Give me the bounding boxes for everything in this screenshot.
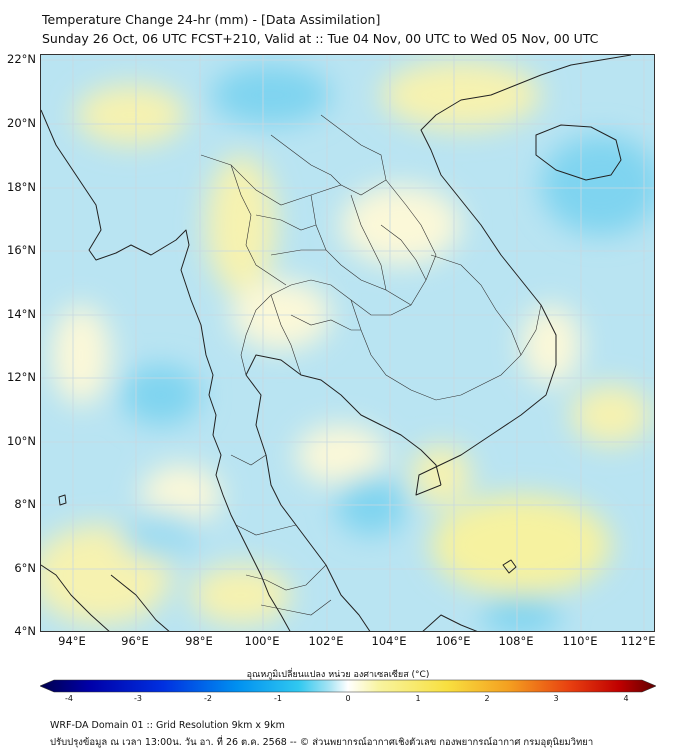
colorbar-tick: -3	[134, 694, 142, 703]
temperature-change-map	[41, 55, 654, 631]
lat-label-8n: 8°N	[14, 497, 36, 511]
colorbar-tick: 4	[623, 694, 629, 703]
map-title: Temperature Change 24-hr (mm) - [Data As…	[42, 12, 381, 27]
lat-label-6n: 6°N	[14, 561, 36, 575]
lat-label-18n: 18°N	[7, 180, 36, 194]
lon-label-106e: 106°E	[435, 634, 471, 648]
colorbar-tick: -2	[204, 694, 212, 703]
lat-label-20n: 20°N	[7, 116, 36, 130]
colorbar-tick: -1	[274, 694, 282, 703]
lon-label-98e: 98°E	[185, 634, 213, 648]
lat-label-12n: 12°N	[7, 370, 36, 384]
lon-label-112e: 112°E	[620, 634, 656, 648]
map-subtitle: Sunday 26 Oct, 06 UTC FCST+210, Valid at…	[42, 31, 599, 46]
colorbar-tick: -4	[65, 694, 73, 703]
lon-label-94e: 94°E	[58, 634, 86, 648]
lat-label-10n: 10°N	[7, 434, 36, 448]
lon-label-104e: 104°E	[371, 634, 407, 648]
temperature-shading	[41, 60, 654, 631]
lat-label-16n: 16°N	[7, 243, 36, 257]
lon-label-102e: 102°E	[308, 634, 344, 648]
footer-model-info: WRF-DA Domain 01 :: Grid Resolution 9km …	[50, 720, 285, 731]
colorbar-tick: 1	[415, 694, 421, 703]
lat-label-14n: 14°N	[7, 307, 36, 321]
lon-label-100e: 100°E	[244, 634, 280, 648]
lon-label-108e: 108°E	[498, 634, 534, 648]
lat-label-4n: 4°N	[14, 624, 36, 638]
colorbar-tick: 3	[553, 694, 559, 703]
map-panel	[40, 54, 655, 632]
colorbar-tick: 0	[345, 694, 351, 703]
lon-label-110e: 110°E	[562, 634, 598, 648]
coastlines	[41, 55, 632, 631]
province-borders	[200, 114, 542, 616]
colorbar	[40, 679, 656, 693]
lat-lon-grid	[41, 55, 654, 631]
colorbar-title: อุณหภูมิเปลี่ยนแปลง หน่วย องศาเซลเซียส (…	[246, 670, 430, 680]
colorbar-tick: 2	[484, 694, 490, 703]
lat-label-22n: 22°N	[7, 52, 36, 66]
lon-label-96e: 96°E	[121, 634, 149, 648]
footer-credit: ปรับปรุงข้อมูล ณ เวลา 13:00น. วัน อา. ที…	[50, 737, 594, 748]
colorbar-gradient	[40, 679, 656, 693]
